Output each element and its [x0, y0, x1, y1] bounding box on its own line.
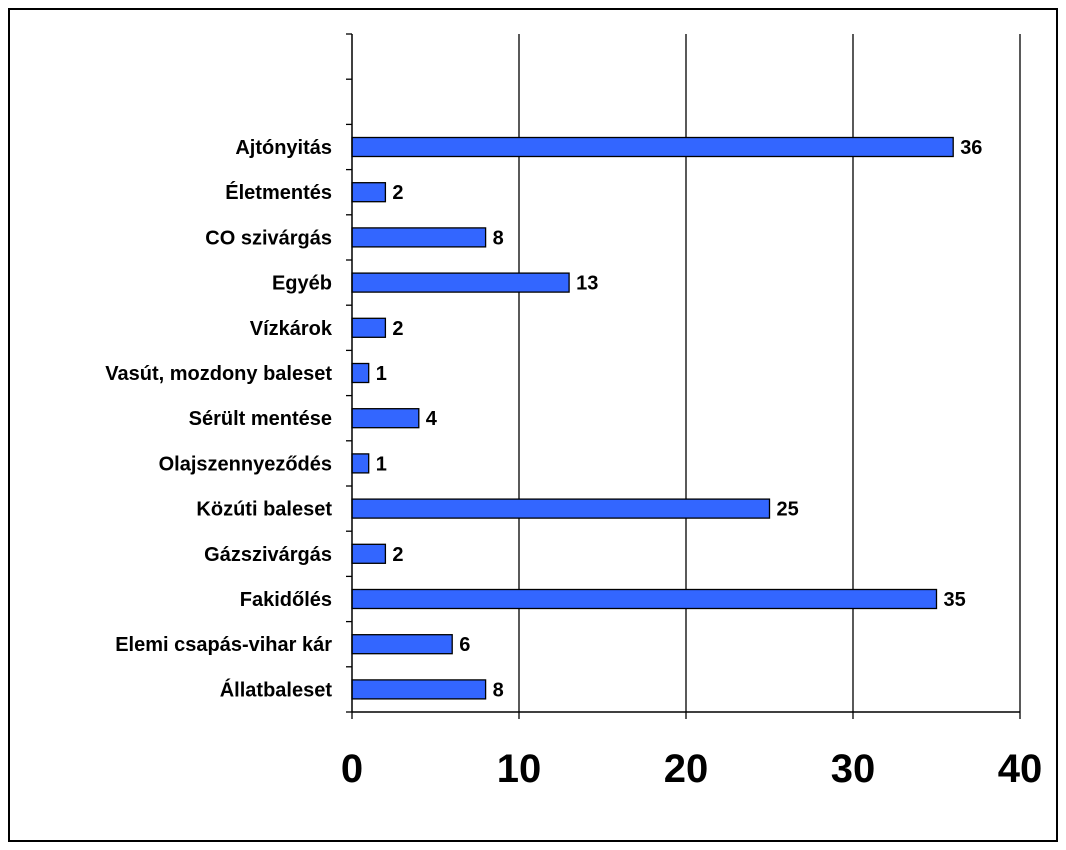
- value-label: 2: [392, 544, 403, 566]
- value-label: 2: [392, 182, 403, 204]
- x-tick-label: 40: [998, 747, 1043, 791]
- value-label: 1: [376, 453, 387, 475]
- axes: [346, 33, 1021, 719]
- bars: [351, 136, 954, 700]
- bar: [351, 453, 370, 474]
- category-label: Vasút, mozdony baleset: [105, 363, 332, 385]
- bar: [351, 317, 387, 338]
- bar: [351, 227, 487, 248]
- bar: [351, 679, 487, 700]
- category-label: Fakidőlés: [240, 589, 332, 611]
- category-label: Ajtónyitás: [235, 137, 332, 159]
- x-tick-label: 30: [831, 747, 876, 791]
- bar: [351, 362, 370, 384]
- bar: [351, 272, 570, 293]
- bar: [351, 408, 420, 429]
- value-label: 6: [459, 634, 470, 656]
- value-label: 8: [493, 679, 504, 701]
- bar: [351, 182, 387, 203]
- value-label: 35: [944, 589, 966, 611]
- bar: [351, 588, 938, 610]
- x-tick-label: 0: [341, 747, 363, 791]
- x-tick-label: 10: [497, 747, 542, 791]
- value-label: 1: [376, 363, 387, 385]
- labels: 0 10 20 30 40 Ajtónyitás 36 Életmentés 2 CO szivá…: [105, 137, 1042, 791]
- category-label: Gázszivárgás: [204, 544, 332, 566]
- category-label: Elemi csapás-vihar kár: [115, 634, 332, 656]
- category-label: Állatbaleset: [220, 678, 333, 701]
- bar: [351, 136, 954, 158]
- bar: [351, 543, 387, 564]
- category-label: Egyéb: [272, 273, 332, 295]
- value-label: 2: [392, 318, 403, 340]
- value-label: 36: [960, 137, 982, 159]
- bar: [351, 498, 771, 519]
- value-label: 8: [493, 227, 504, 249]
- category-label: CO szivárgás: [205, 227, 332, 249]
- value-label: 4: [426, 408, 438, 430]
- category-label: Sérült mentése: [189, 408, 332, 430]
- category-label: Olajszennyeződés: [159, 453, 332, 475]
- category-label: Életmentés: [225, 181, 332, 204]
- value-label: 13: [576, 273, 598, 295]
- value-label: 25: [777, 499, 799, 521]
- bar: [351, 634, 453, 655]
- x-tick-label: 20: [664, 747, 709, 791]
- category-label: Vízkárok: [250, 318, 333, 340]
- category-label: Közúti baleset: [196, 499, 332, 521]
